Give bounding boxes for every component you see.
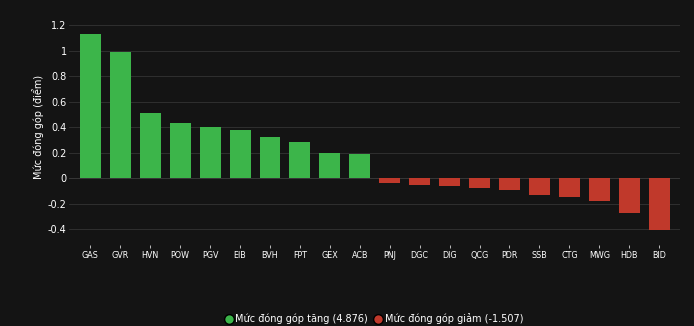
Y-axis label: Mức đóng góp (điểm): Mức đóng góp (điểm) (32, 75, 44, 179)
Bar (529, 178, 550, 195)
Bar (589, 178, 610, 201)
Bar (349, 154, 371, 178)
Bar (409, 178, 430, 185)
Bar (289, 142, 310, 178)
Bar (499, 178, 520, 190)
Bar (649, 178, 670, 230)
Bar (170, 123, 191, 178)
Bar (80, 34, 101, 178)
Bar (230, 130, 251, 178)
Bar (260, 137, 280, 178)
Bar (439, 178, 460, 186)
Bar (559, 178, 579, 197)
Bar (619, 178, 640, 213)
Bar (110, 52, 130, 178)
Legend: Mức đóng góp tăng (4.876), Mức đóng góp giảm (-1.507): Mức đóng góp tăng (4.876), Mức đóng góp … (226, 313, 523, 324)
Bar (469, 178, 490, 188)
Bar (379, 178, 400, 183)
Bar (139, 113, 161, 178)
Bar (200, 127, 221, 178)
Bar (319, 153, 340, 178)
